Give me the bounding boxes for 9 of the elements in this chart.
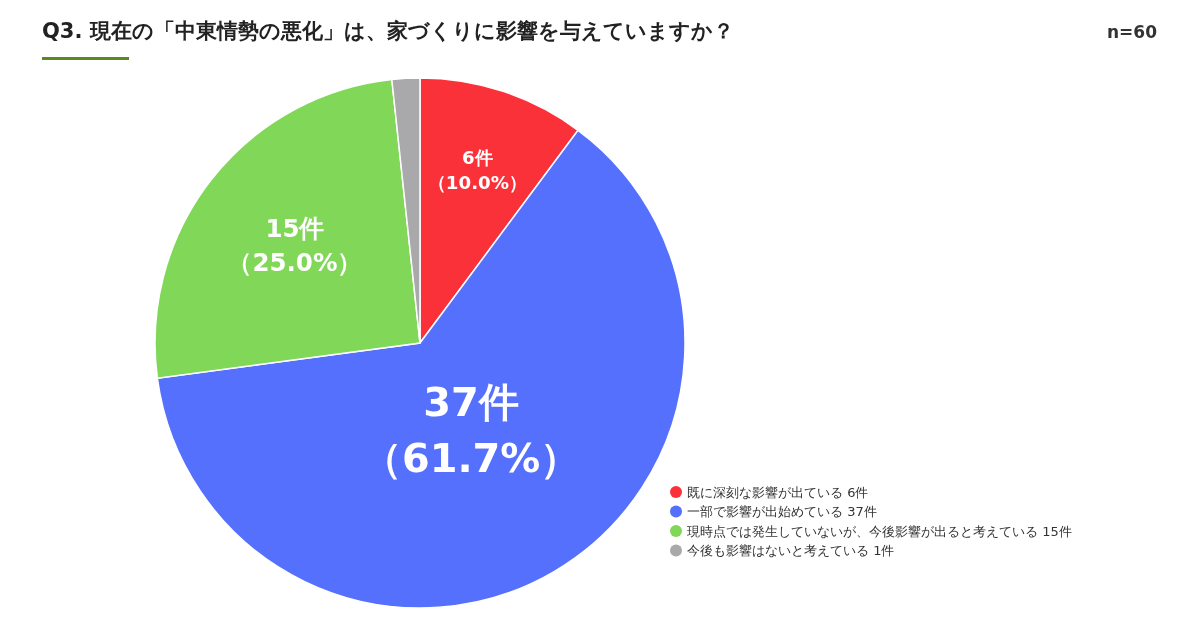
text: n=60 bbox=[1106, 22, 1158, 42]
legend-label: 今後も影響はないと考えている 1件 bbox=[687, 543, 895, 558]
chart-title: Q3. 現在の「中東情勢の悪化」は、家づくりに影響を与えていますか？ bbox=[42, 19, 734, 43]
legend-label: 一部で影響が出始めている 37件 bbox=[687, 504, 877, 519]
legend-label: 現時点では発生していないが、今後影響が出ると考えている 15件 bbox=[687, 523, 1072, 539]
data-label: 6件（10.0%） bbox=[427, 146, 527, 193]
data-label: 37件（61.7%） bbox=[361, 378, 581, 481]
legend-label: 既に深刻な影響が出ている 6件 bbox=[687, 484, 869, 500]
data-label: 15件（25.0%） bbox=[227, 213, 363, 277]
